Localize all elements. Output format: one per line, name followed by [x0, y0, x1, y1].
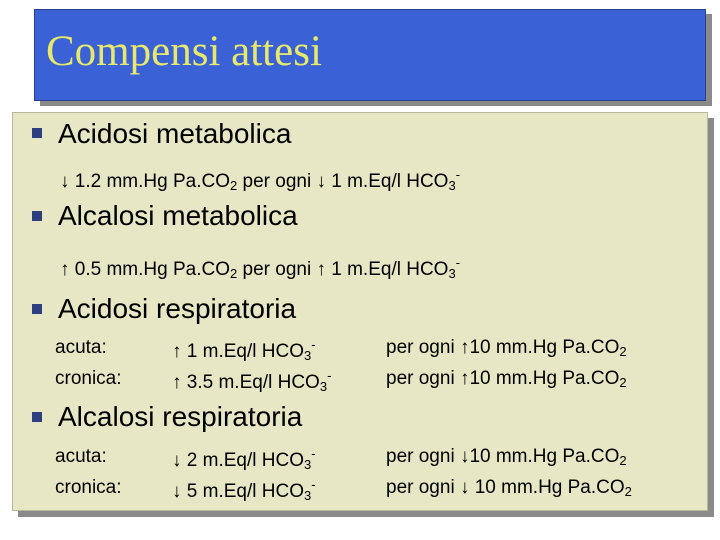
rule-acidosi-metabolica: ↓ 1.2 mm.Hg Pa.CO2 per ogni ↓ 1 m.Eq/l H…: [60, 167, 461, 193]
row-change: ↓ 5 m.Eq/l HCO3-: [172, 477, 316, 503]
bullet-square-icon: [32, 412, 42, 422]
row-label: cronica:: [55, 368, 122, 389]
row-label: acuta:: [55, 446, 107, 467]
row-per: per ogni ↓10 mm.Hg Pa.CO2: [386, 446, 627, 468]
title-banner: [34, 9, 706, 101]
row-label: cronica:: [55, 477, 122, 498]
row-change: ↑ 1 m.Eq/l HCO3-: [172, 337, 316, 363]
row-change: ↓ 2 m.Eq/l HCO3-: [172, 446, 316, 472]
row-per: per ogni ↑10 mm.Hg Pa.CO2: [386, 337, 627, 359]
section-heading-acidosi-metabolica: Acidosi metabolica: [58, 118, 292, 149]
rule-alcalosi-metabolica: ↑ 0.5 mm.Hg Pa.CO2 per ogni ↑ 1 m.Eq/l H…: [60, 255, 461, 281]
section-heading-acidosi-respiratoria: Acidosi respiratoria: [58, 293, 297, 324]
row-per: per ogni ↑10 mm.Hg Pa.CO2: [386, 368, 627, 390]
bullet-square-icon: [32, 304, 42, 314]
bullet-square-icon: [32, 128, 42, 138]
row-per: per ogni ↓ 10 mm.Hg Pa.CO2: [386, 477, 632, 499]
section-heading-alcalosi-respiratoria: Alcalosi respiratoria: [58, 401, 303, 432]
row-change: ↑ 3.5 m.Eq/l HCO3-: [172, 368, 332, 394]
row-label: acuta:: [55, 337, 107, 358]
slide-title: Compensi attesi: [46, 28, 322, 75]
content-panel: [12, 112, 708, 511]
section-heading-alcalosi-metabolica: Alcalosi metabolica: [58, 200, 298, 231]
bullet-square-icon: [32, 211, 42, 221]
